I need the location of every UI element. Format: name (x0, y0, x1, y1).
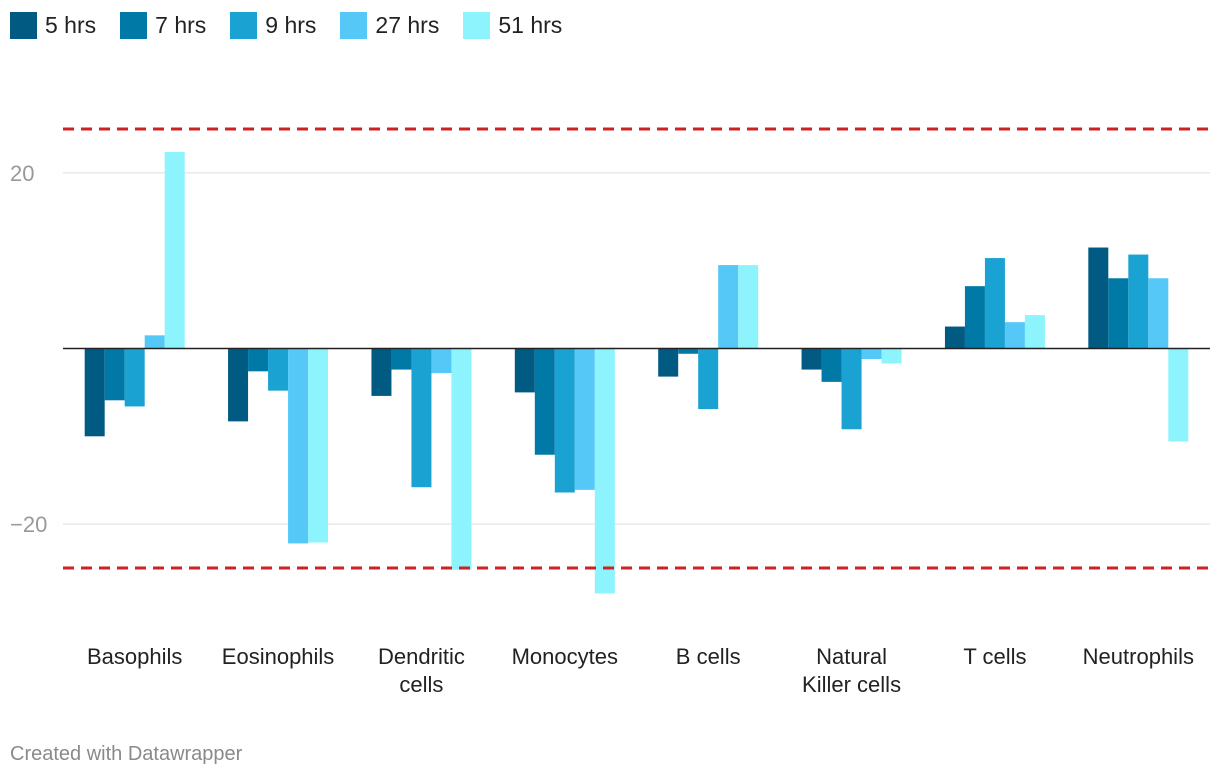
bar-monocytes-51-hrs (594, 348, 615, 594)
bar-eosinophils-9-hrs (268, 348, 289, 391)
bar-natural-killer-cells-7-hrs (821, 348, 842, 382)
bar-dendritic-cells-51-hrs (451, 348, 472, 570)
legend-label-5-hrs: 5 hrs (45, 12, 97, 38)
legend-label-27-hrs: 27 hrs (375, 12, 440, 38)
bar-natural-killer-cells-51-hrs (881, 348, 902, 364)
bar-monocytes-27-hrs (574, 348, 595, 490)
legend-label-7-hrs: 7 hrs (155, 12, 207, 38)
y-tick-label-0: 20 (10, 161, 34, 186)
bar-monocytes-7-hrs (534, 348, 555, 455)
bar-natural-killer-cells-9-hrs (841, 348, 862, 430)
bar-eosinophils-51-hrs (308, 348, 329, 543)
bar-t-cells-9-hrs (984, 258, 1005, 349)
bar-basophils-9-hrs (124, 348, 145, 407)
category-label-b-cells: B cells (676, 644, 741, 669)
bar-b-cells-51-hrs (738, 265, 759, 349)
bar-dendritic-cells-7-hrs (391, 348, 412, 370)
bar-b-cells-9-hrs (698, 348, 719, 410)
bar-neutrophils-7-hrs (1108, 278, 1129, 349)
legend-swatch-51-hrs (463, 12, 491, 39)
bar-monocytes-9-hrs (554, 348, 575, 493)
legend-item-51-hrs: 51 hrs (463, 12, 562, 39)
category-label-eosinophils: Eosinophils (222, 644, 335, 669)
bar-chart: 20 −20 Basophils Eosinophils Dendritic cells M… (10, 127, 1210, 697)
bar-basophils-7-hrs (104, 348, 125, 401)
legend-swatch-5-hrs (10, 12, 37, 39)
legend-swatch-9-hrs (230, 12, 258, 39)
bar-basophils-27-hrs (144, 335, 165, 349)
bar-t-cells-5-hrs (944, 326, 965, 349)
bar-natural-killer-cells-27-hrs (861, 348, 882, 360)
category-label-neutrophils: Neutrophils (1083, 644, 1194, 669)
bar-basophils-51-hrs (164, 151, 185, 349)
legend-swatch-27-hrs (340, 12, 368, 39)
bar-t-cells-27-hrs (1004, 322, 1025, 349)
legend-label-9-hrs: 9 hrs (265, 12, 317, 38)
bar-eosinophils-27-hrs (288, 348, 309, 544)
legend-item-5-hrs: 5 hrs (10, 12, 96, 39)
bar-natural-killer-cells-5-hrs (801, 348, 822, 370)
bar-dendritic-cells-9-hrs (411, 348, 432, 488)
category-label-dendritic-cells: Dendritic cells (378, 644, 465, 697)
bar-b-cells-5-hrs (658, 348, 679, 377)
legend-item-27-hrs: 27 hrs (340, 12, 439, 39)
bar-basophils-5-hrs (84, 348, 105, 437)
category-label-basophils: Basophils (87, 644, 182, 669)
bar-dendritic-cells-27-hrs (431, 348, 452, 374)
category-label-monocytes: Monocytes (512, 644, 618, 669)
bar-dendritic-cells-5-hrs (371, 348, 392, 396)
legend-item-9-hrs: 9 hrs (230, 12, 316, 39)
bar-neutrophils-27-hrs (1148, 278, 1169, 349)
legend-swatch-7-hrs (120, 12, 148, 39)
chart-legend: 5 hrs 7 hrs 9 hrs 27 hrs 51 hrs (10, 12, 562, 39)
bar-neutrophils-9-hrs (1128, 254, 1149, 349)
datawrapper-credit: Created with Datawrapper (10, 743, 243, 765)
legend-item-7-hrs: 7 hrs (120, 12, 206, 39)
bar-neutrophils-5-hrs (1088, 247, 1109, 349)
bar-monocytes-5-hrs (514, 348, 535, 393)
category-label-t-cells: T cells (963, 644, 1026, 669)
category-label-natural-killer-cells: Natural Killer cells (802, 644, 901, 697)
bar-t-cells-51-hrs (1024, 315, 1045, 349)
bar-b-cells-27-hrs (718, 265, 739, 349)
bar-t-cells-7-hrs (964, 286, 985, 349)
bar-neutrophils-51-hrs (1168, 348, 1189, 442)
bar-b-cells-7-hrs (678, 348, 699, 354)
legend-label-51-hrs: 51 hrs (498, 12, 563, 38)
bar-eosinophils-5-hrs (228, 348, 249, 422)
y-tick-label-1: −20 (10, 512, 47, 537)
bar-eosinophils-7-hrs (248, 348, 269, 372)
